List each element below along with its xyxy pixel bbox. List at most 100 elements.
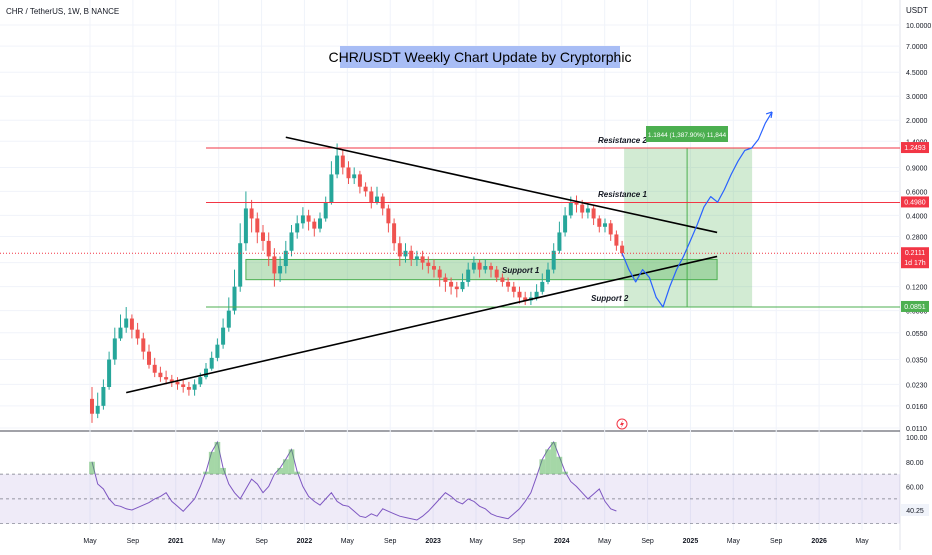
- candle-body: [523, 297, 528, 301]
- candle-body: [289, 232, 294, 251]
- candle-body: [101, 386, 106, 406]
- candle-body: [352, 174, 357, 179]
- candle-body: [283, 250, 288, 267]
- candle-body: [306, 215, 311, 222]
- price-tick-label: 0.0800: [906, 309, 928, 316]
- candle-body: [369, 191, 374, 203]
- price-tag: [901, 300, 929, 312]
- resistance-2-label: Resistance 2: [598, 136, 647, 145]
- candle-body: [357, 174, 362, 187]
- candle-body: [124, 318, 129, 328]
- candle-body: [477, 262, 482, 270]
- candle-body: [534, 291, 539, 298]
- candle-body: [186, 386, 191, 390]
- time-tick-label: Sep: [255, 538, 268, 545]
- time-tick-label: May: [469, 538, 483, 545]
- candle-body: [500, 277, 505, 282]
- candle-body: [261, 232, 265, 241]
- candle-body: [95, 405, 100, 414]
- candle-body: [164, 377, 169, 380]
- candle-body: [591, 208, 596, 219]
- candle-body: [90, 398, 94, 414]
- candle-body: [551, 250, 556, 270]
- candle-body: [397, 243, 402, 257]
- ascending-trendline: [126, 255, 718, 394]
- rsi-current-tag: [901, 504, 929, 516]
- candle-body: [597, 218, 602, 227]
- time-tick-label: 2026: [811, 538, 827, 545]
- candle-body: [386, 208, 391, 224]
- price-tick-label: 0.2800: [906, 235, 928, 242]
- candle-body: [209, 357, 214, 369]
- price-tag-label: 0.0851: [904, 304, 926, 311]
- price-scale-area: [900, 0, 932, 550]
- drawings-lines: [0, 111, 900, 394]
- price-tick-label: 0.0350: [906, 358, 928, 365]
- price-tag: [901, 247, 929, 259]
- price-tick-label: 0.0550: [906, 331, 928, 338]
- candle-body: [221, 327, 226, 345]
- time-tick-label: Sep: [770, 538, 783, 545]
- price-tick-label: 7.0000: [906, 44, 928, 51]
- rsi-tick-label: 80.00: [906, 460, 924, 467]
- symbol-label[interactable]: CHR / TetherUS, 1W, BINANCE: [6, 7, 119, 16]
- price-tick-label: 0.6000: [906, 189, 928, 196]
- measure-label-box: [646, 126, 728, 142]
- rsi-current-value: 40.25: [906, 508, 924, 515]
- price-pane: [0, 0, 900, 550]
- price-axis[interactable]: 10.00007.00004.50003.00002.00001.40000.9…: [901, 23, 931, 433]
- time-tick-label: Sep: [384, 538, 397, 545]
- candle-body: [312, 221, 317, 229]
- candle-body: [546, 269, 550, 282]
- candle-body: [318, 218, 322, 229]
- resistance-1-label: Resistance 1: [598, 190, 647, 199]
- price-tick-label: 3.0000: [906, 94, 928, 101]
- candle-body: [204, 368, 208, 378]
- support-2-label: Support 2: [591, 294, 629, 303]
- candle-body: [278, 266, 283, 274]
- candle-body: [511, 286, 516, 292]
- price-tag-label: 0.4980: [904, 199, 926, 206]
- rsi-line: [91, 440, 617, 521]
- time-tick-label: May: [598, 538, 612, 545]
- candle-body: [608, 223, 613, 235]
- candle-body: [517, 291, 522, 298]
- price-tag-label: 1d 17h: [904, 260, 926, 267]
- candle-body: [580, 204, 585, 213]
- candle-body: [192, 384, 197, 390]
- time-axis[interactable]: May Sep 2021 May Sep 2022 May Sep 2023 May Sep 2024…: [83, 538, 869, 545]
- price-tag: [901, 257, 929, 269]
- candle-body: [466, 269, 471, 282]
- price-tag: [901, 142, 929, 154]
- time-tick-label: May: [855, 538, 869, 545]
- candle-body: [614, 234, 619, 246]
- price-tick-label: 2.0000: [906, 118, 928, 125]
- candle-body: [295, 223, 300, 233]
- candle-body: [443, 277, 448, 282]
- price-tag-label: 1.2493: [904, 145, 926, 152]
- candle-body: [169, 379, 174, 382]
- price-tag: [901, 196, 929, 208]
- currency-label[interactable]: USDT: [906, 6, 928, 15]
- candle-body: [420, 256, 425, 263]
- time-tick-label: May: [83, 538, 97, 545]
- candle-body: [449, 281, 454, 287]
- rsi-tick-label: 60.00: [906, 485, 924, 492]
- price-tick-label: 0.0110: [906, 426, 927, 433]
- candle-body: [540, 281, 545, 292]
- candle-body: [409, 250, 414, 260]
- candle-body: [323, 202, 328, 219]
- rsi-tick-label: 100.00: [906, 435, 928, 442]
- candle-body: [414, 256, 419, 260]
- candle-body: [437, 269, 442, 278]
- candle-body: [141, 338, 146, 352]
- time-tick-label: Sep: [641, 538, 654, 545]
- candle-body: [158, 372, 163, 378]
- grid: [0, 0, 900, 530]
- candle-body: [215, 344, 220, 358]
- candle-body: [460, 281, 465, 290]
- time-tick-label: 2021: [168, 538, 184, 545]
- candle-body: [494, 269, 499, 278]
- candle-body: [489, 266, 493, 270]
